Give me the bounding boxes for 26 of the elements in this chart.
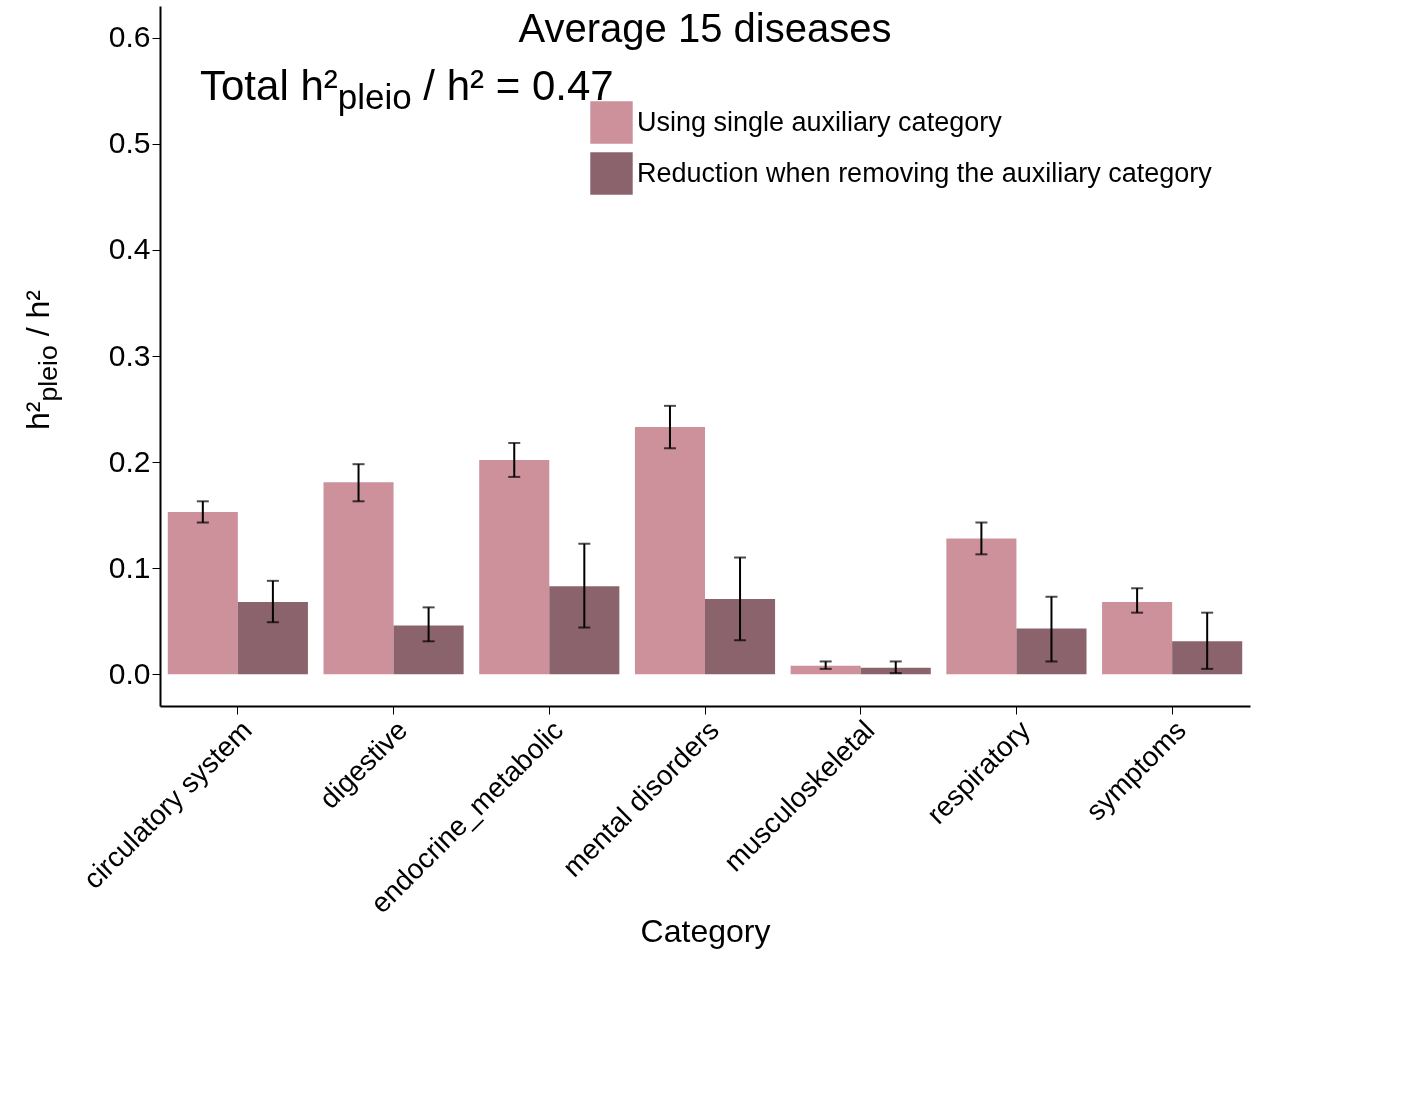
bar — [393, 625, 464, 675]
bar — [860, 667, 931, 675]
bar — [790, 665, 861, 675]
y-tick-label: 0.0 — [108, 656, 151, 690]
legend-label: Using single auxiliary category — [637, 106, 1003, 137]
bar — [705, 598, 776, 675]
bar — [1102, 602, 1173, 675]
y-tick-label: 0.4 — [108, 232, 151, 266]
bar — [479, 459, 550, 675]
y-tick-label: 0.6 — [108, 20, 151, 54]
bar — [237, 602, 308, 675]
bar — [634, 427, 705, 675]
x-axis-title: Category — [640, 912, 771, 949]
bar — [167, 511, 238, 675]
bar — [549, 586, 620, 675]
chart-title: Average 15 diseases — [518, 6, 892, 50]
bar — [323, 482, 394, 675]
y-tick-label: 0.2 — [108, 444, 151, 478]
legend-label: Reduction when removing the auxiliary category — [637, 157, 1213, 188]
bar — [946, 538, 1017, 675]
bar — [1172, 641, 1243, 675]
y-tick-label: 0.3 — [108, 338, 151, 372]
y-tick-label: 0.1 — [108, 550, 151, 584]
y-tick-label: 0.5 — [108, 126, 151, 160]
bar — [1016, 628, 1087, 675]
annotation: Total h²$_{pleio}$ / h² = 0.47 — [200, 62, 614, 118]
